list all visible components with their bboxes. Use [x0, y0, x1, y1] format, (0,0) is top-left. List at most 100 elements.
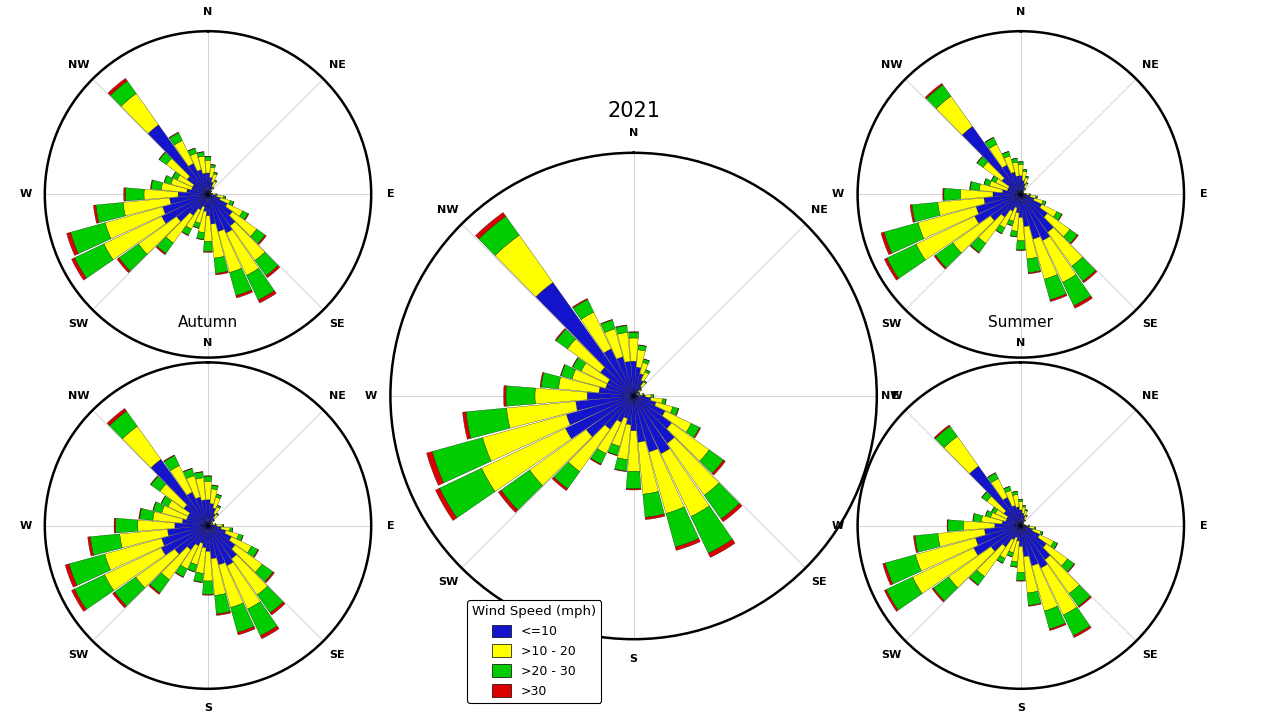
Bar	[197, 232, 205, 240]
Bar	[216, 524, 221, 527]
Bar	[643, 359, 649, 364]
Bar	[227, 230, 259, 275]
Bar	[206, 173, 210, 194]
Bar	[1007, 224, 1012, 226]
Bar	[188, 562, 197, 572]
Bar	[1010, 235, 1016, 237]
Bar	[1021, 526, 1046, 547]
Bar	[634, 395, 640, 396]
Bar	[948, 520, 964, 531]
Bar	[1030, 195, 1036, 198]
Bar	[204, 194, 209, 212]
Bar	[247, 602, 278, 636]
Bar	[644, 381, 646, 384]
Bar	[197, 238, 204, 240]
Bar	[1033, 198, 1043, 204]
Bar	[666, 507, 699, 547]
Bar	[1019, 194, 1023, 217]
Bar	[608, 452, 617, 456]
Bar	[209, 191, 211, 194]
Bar	[1018, 546, 1024, 572]
Bar	[1004, 487, 1011, 492]
Bar	[211, 174, 216, 183]
Bar	[1051, 541, 1057, 549]
Bar	[970, 246, 979, 253]
Legend: <=10, >10 - 20, >20 - 30, >30: <=10, >10 - 20, >20 - 30, >30	[467, 600, 602, 703]
Bar	[74, 575, 114, 610]
Bar	[986, 138, 997, 148]
Bar	[649, 449, 685, 513]
Bar	[209, 194, 216, 197]
Bar	[193, 572, 204, 582]
Bar	[191, 542, 204, 564]
Bar	[1021, 194, 1047, 217]
Bar	[201, 500, 207, 526]
Bar	[913, 548, 978, 594]
Bar	[640, 362, 648, 375]
Bar	[151, 180, 163, 190]
Bar	[599, 387, 634, 396]
Bar	[72, 258, 87, 280]
Bar	[605, 384, 634, 396]
Bar	[209, 194, 233, 215]
Bar	[969, 577, 978, 586]
Bar	[193, 222, 200, 228]
Bar	[136, 549, 179, 588]
Bar	[915, 534, 940, 552]
Bar	[1021, 525, 1027, 526]
Bar	[1011, 541, 1019, 562]
Bar	[207, 526, 237, 559]
Bar	[598, 420, 621, 454]
Bar	[109, 411, 137, 438]
Bar	[229, 212, 257, 236]
Bar	[975, 526, 1021, 545]
Bar	[426, 451, 444, 485]
Bar	[694, 428, 700, 438]
Bar	[495, 235, 553, 297]
Bar	[122, 94, 159, 134]
Bar	[151, 477, 166, 491]
Bar	[573, 300, 594, 320]
Bar	[209, 182, 214, 194]
Bar	[198, 211, 206, 233]
Bar	[1006, 490, 1015, 507]
Bar	[1010, 561, 1018, 567]
Bar	[200, 526, 207, 544]
Bar	[1050, 294, 1068, 302]
Bar	[973, 513, 974, 521]
Bar	[1004, 498, 1021, 526]
Bar	[634, 396, 672, 428]
Bar	[988, 473, 998, 482]
Bar	[202, 173, 209, 194]
Bar	[1021, 526, 1047, 568]
Bar	[115, 518, 138, 533]
Bar	[1010, 230, 1018, 237]
Bar	[686, 423, 700, 438]
Bar	[215, 194, 218, 195]
Bar	[1004, 511, 1021, 526]
Bar	[1047, 228, 1083, 266]
Bar	[576, 396, 634, 410]
Bar	[115, 577, 145, 606]
Bar	[634, 396, 666, 415]
Bar	[1006, 519, 1021, 526]
Bar	[1012, 162, 1019, 176]
Bar	[572, 299, 588, 308]
Bar	[211, 181, 216, 187]
Bar	[204, 251, 212, 253]
Bar	[886, 554, 922, 584]
Bar	[881, 232, 892, 255]
Bar	[938, 529, 986, 546]
Bar	[257, 235, 266, 245]
Bar	[887, 244, 925, 279]
Bar	[209, 194, 228, 207]
Bar	[561, 364, 564, 376]
Bar	[969, 570, 984, 585]
Bar	[70, 222, 111, 253]
Bar	[168, 526, 207, 536]
Bar	[1027, 194, 1029, 195]
Bar	[554, 462, 580, 489]
Bar	[225, 531, 238, 539]
Bar	[982, 492, 987, 498]
Bar	[600, 367, 634, 396]
